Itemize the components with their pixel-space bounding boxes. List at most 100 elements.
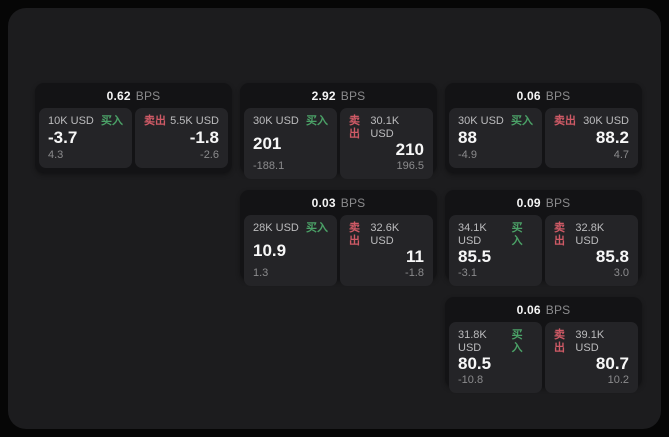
- buy-change: 1.3: [253, 267, 269, 280]
- spread-bps-unit: BPS: [545, 88, 571, 103]
- quote-card-3: 0.06 BPS 30K USD 买入 88 -4.9 卖出 30K USD 8…: [445, 83, 642, 173]
- sell-side-label: 卖出: [554, 329, 565, 355]
- sell-change: -1.8: [405, 267, 424, 280]
- buy-price: 201: [253, 133, 282, 153]
- buy-price: 10.9: [253, 240, 287, 260]
- spread-header: 0.09 BPS: [449, 190, 638, 215]
- spread-bps-value: 0.03: [311, 195, 336, 210]
- sell-side-label: 卖出: [554, 115, 576, 127]
- spread-header: 0.62 BPS: [39, 83, 228, 108]
- quote-body: 30K USD 买入 88 -4.9 卖出 30K USD 88.2 4.7: [449, 108, 638, 168]
- buy-notional: 28K USD: [253, 222, 299, 234]
- buy-notional: 10K USD: [48, 115, 94, 127]
- sell-change: 196.5: [396, 160, 424, 173]
- quote-body: 31.8K USD 买入 80.5 -10.8 卖出 39.1K USD 80.…: [449, 322, 638, 394]
- sell-notional: 30.1K USD: [370, 115, 400, 141]
- buy-change: -3.1: [458, 267, 477, 280]
- sell-side-label: 卖出: [144, 115, 166, 127]
- sell-side-label: 卖出: [349, 115, 360, 141]
- spread-bps-value: 0.62: [106, 88, 131, 103]
- buy-quote-panel[interactable]: 10K USD 买入 -3.7 4.3: [39, 108, 132, 168]
- buy-price: 88: [458, 128, 477, 148]
- buy-side-label: 买入: [101, 115, 123, 127]
- sell-change: 4.7: [613, 148, 629, 161]
- sell-notional: 32.8K USD: [575, 222, 605, 248]
- sell-notional: 5.5K USD: [170, 115, 219, 127]
- buy-change: -188.1: [253, 160, 285, 173]
- buy-notional: 30K USD: [253, 115, 299, 127]
- buy-quote-panel[interactable]: 28K USD 买入 10.9 1.3: [244, 215, 337, 287]
- spread-bps-unit: BPS: [340, 195, 366, 210]
- sell-panel-top: 卖出 32.6K USD: [349, 222, 424, 248]
- spread-header: 0.06 BPS: [449, 297, 638, 322]
- buy-quote-panel[interactable]: 31.8K USD 买入 80.5 -10.8: [449, 322, 542, 394]
- sell-panel-top: 卖出 30.1K USD: [349, 115, 424, 141]
- quote-card-4: 0.03 BPS 28K USD 买入 10.9 1.3 卖出 32.6K US…: [240, 190, 437, 287]
- spread-bps-unit: BPS: [340, 88, 366, 103]
- sell-quote-panel[interactable]: 卖出 30.1K USD 210 196.5: [340, 108, 433, 180]
- sell-panel-top: 卖出 30K USD: [554, 115, 629, 128]
- sell-quote-panel[interactable]: 卖出 32.6K USD 11 -1.8: [340, 215, 433, 287]
- sell-panel-top: 卖出 32.8K USD: [554, 222, 629, 248]
- sell-side-label: 卖出: [349, 222, 360, 248]
- buy-side-label: 买入: [306, 115, 328, 127]
- sell-price: 85.8: [595, 247, 629, 267]
- buy-quote-panel[interactable]: 30K USD 买入 88 -4.9: [449, 108, 542, 168]
- spread-bps-value: 0.09: [516, 195, 541, 210]
- buy-panel-top: 30K USD 买入: [458, 115, 533, 128]
- buy-panel-top: 30K USD 买入: [253, 115, 328, 128]
- buy-side-label: 买入: [511, 329, 523, 355]
- buy-panel-top: 31.8K USD 买入: [458, 329, 533, 355]
- buy-notional: 30K USD: [458, 115, 504, 127]
- buy-panel-top: 10K USD 买入: [48, 115, 123, 128]
- sell-quote-panel[interactable]: 卖出 5.5K USD -1.8 -2.6: [135, 108, 228, 168]
- quote-body: 30K USD 买入 201 -188.1 卖出 30.1K USD 210 1…: [244, 108, 433, 180]
- sell-quote-panel[interactable]: 卖出 32.8K USD 85.8 3.0: [545, 215, 638, 287]
- sell-price: -1.8: [189, 128, 219, 148]
- sell-notional: 32.6K USD: [370, 222, 400, 248]
- sell-panel-top: 卖出 5.5K USD: [144, 115, 219, 128]
- buy-quote-panel[interactable]: 30K USD 买入 201 -188.1: [244, 108, 337, 180]
- quote-card-2: 2.92 BPS 30K USD 买入 201 -188.1 卖出 30.1K …: [240, 83, 437, 180]
- spread-header: 0.06 BPS: [449, 83, 638, 108]
- buy-side-label: 买入: [511, 115, 533, 127]
- sell-notional: 39.1K USD: [575, 329, 605, 355]
- sell-quote-panel[interactable]: 卖出 30K USD 88.2 4.7: [545, 108, 638, 168]
- sell-side-label: 卖出: [554, 222, 565, 248]
- buy-panel-top: 34.1K USD 买入: [458, 222, 533, 248]
- sell-change: 3.0: [613, 267, 629, 280]
- sell-panel-top: 卖出 39.1K USD: [554, 329, 629, 355]
- sell-price: 11: [406, 247, 424, 267]
- buy-price: 80.5: [458, 354, 492, 374]
- buy-price: -3.7: [48, 128, 78, 148]
- sell-change: -2.6: [200, 148, 219, 161]
- buy-change: 4.3: [48, 148, 64, 161]
- sell-notional: 30K USD: [583, 115, 629, 127]
- buy-side-label: 买入: [306, 222, 328, 234]
- quote-body: 28K USD 买入 10.9 1.3 卖出 32.6K USD 11 -1.8: [244, 215, 433, 287]
- buy-side-label: 买入: [511, 222, 523, 248]
- quote-card-1: 0.62 BPS 10K USD 买入 -3.7 4.3 卖出 5.5K USD…: [35, 83, 232, 173]
- buy-panel-top: 28K USD 买入: [253, 222, 328, 235]
- sell-change: 10.2: [607, 374, 629, 387]
- buy-quote-panel[interactable]: 34.1K USD 买入 85.5 -3.1: [449, 215, 542, 287]
- spread-bps-value: 0.06: [516, 302, 541, 317]
- spread-header: 2.92 BPS: [244, 83, 433, 108]
- buy-change: -4.9: [458, 148, 477, 161]
- sell-price: 80.7: [595, 354, 629, 374]
- spread-bps-value: 2.92: [311, 88, 336, 103]
- buy-notional: 31.8K USD: [458, 329, 487, 355]
- spread-bps-unit: BPS: [545, 195, 571, 210]
- spread-bps-unit: BPS: [545, 302, 571, 317]
- quote-body: 10K USD 买入 -3.7 4.3 卖出 5.5K USD -1.8 -2.…: [39, 108, 228, 168]
- sell-price: 88.2: [595, 128, 629, 148]
- sell-price: 210: [395, 140, 424, 160]
- sell-quote-panel[interactable]: 卖出 39.1K USD 80.7 10.2: [545, 322, 638, 394]
- spread-bps-unit: BPS: [135, 88, 161, 103]
- buy-notional: 34.1K USD: [458, 222, 487, 248]
- spread-bps-value: 0.06: [516, 88, 541, 103]
- quote-board: 0.62 BPS 10K USD 买入 -3.7 4.3 卖出 5.5K USD…: [8, 8, 661, 429]
- buy-change: -10.8: [458, 374, 484, 387]
- quote-body: 34.1K USD 买入 85.5 -3.1 卖出 32.8K USD 85.8…: [449, 215, 638, 287]
- buy-price: 85.5: [458, 247, 492, 267]
